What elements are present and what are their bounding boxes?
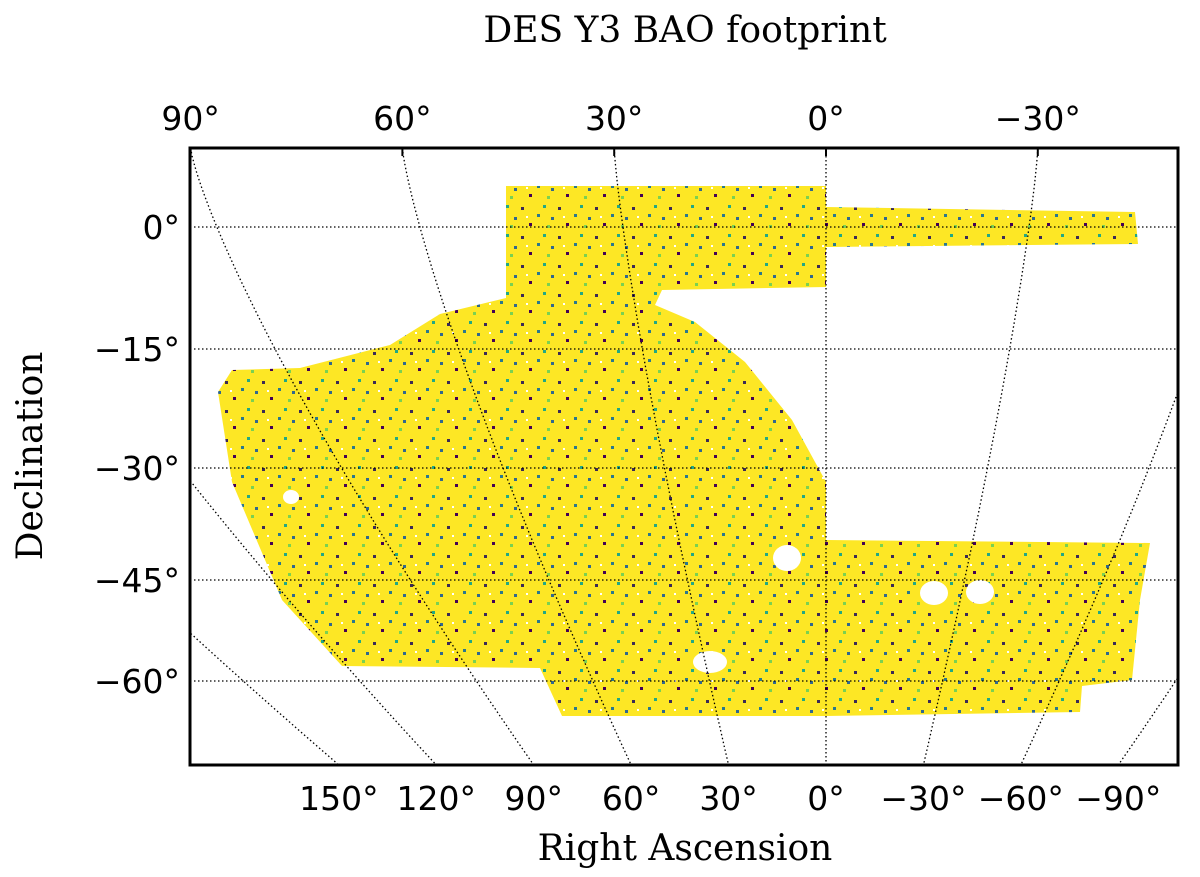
top-x-tick-label: 0° bbox=[807, 99, 845, 138]
y-tick-label: −30° bbox=[94, 449, 180, 488]
hole bbox=[966, 580, 994, 604]
plot-frame bbox=[188, 146, 1180, 767]
y-tick-label: −15° bbox=[94, 330, 180, 369]
x-axis-label: Right Ascension bbox=[538, 828, 833, 869]
top-x-tick-label: 90° bbox=[161, 99, 220, 138]
y-axis-label: Declination bbox=[10, 352, 51, 561]
y-tick-label: −60° bbox=[94, 662, 180, 701]
x-tick-label: 0° bbox=[807, 779, 845, 818]
y-tick-label: 0° bbox=[143, 208, 181, 247]
top-x-tick-label: 30° bbox=[585, 99, 644, 138]
top-x-tick-label: 60° bbox=[373, 99, 432, 138]
hole bbox=[283, 490, 299, 504]
hole bbox=[920, 581, 948, 605]
footprint-region bbox=[218, 186, 1150, 716]
meridian-grid-line bbox=[190, 479, 436, 765]
top-x-tick-label: −30° bbox=[995, 99, 1081, 138]
x-tick-label: 60° bbox=[602, 779, 661, 818]
hole bbox=[773, 545, 801, 571]
x-tick-label: 150° bbox=[299, 779, 379, 818]
x-tick-label: 90° bbox=[504, 779, 563, 818]
x-tick-label: 120° bbox=[397, 779, 477, 818]
x-tick-label: −30° bbox=[880, 779, 966, 818]
x-tick-label: −60° bbox=[978, 779, 1064, 818]
x-tick-label: −90° bbox=[1075, 779, 1161, 818]
footprint bbox=[190, 148, 1178, 765]
meridian-grid-line bbox=[190, 148, 534, 765]
hole bbox=[693, 651, 727, 673]
grid bbox=[190, 148, 1178, 765]
meridian-grid-line bbox=[190, 631, 339, 765]
x-tick-label: 30° bbox=[699, 779, 758, 818]
y-tick-label: −45° bbox=[94, 561, 180, 600]
chart-title: DES Y3 BAO footprint bbox=[483, 10, 887, 51]
